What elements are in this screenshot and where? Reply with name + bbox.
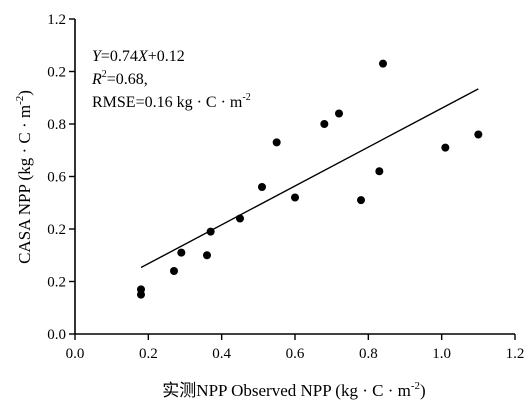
x-tick-label: 1.0 [432, 346, 451, 362]
x-tick-label: 0.8 [359, 346, 378, 362]
x-tick-label: 0.6 [286, 346, 305, 362]
data-point [203, 251, 211, 260]
regression-line [140, 88, 479, 269]
x-axis-ticks: 0.0 0.2 0.4 0.6 0.8 1.0 1.2 [66, 334, 525, 362]
x-axis-title: 实测NPP Observed NPP (kg · C · m-2) [162, 380, 425, 400]
data-point [170, 267, 178, 275]
data-point [379, 59, 387, 68]
y-tick-label: 0.2 [47, 65, 66, 81]
data-point [335, 109, 343, 118]
equation-annotation: Y=0.74X+0.12 [92, 48, 185, 65]
data-point [258, 183, 266, 191]
x-tick-label: 1.2 [506, 346, 525, 362]
data-point [177, 248, 186, 257]
y-tick-label: 1.2 [47, 12, 66, 28]
data-point [357, 196, 365, 205]
x-tick-label: 0.2 [139, 346, 158, 362]
data-point [320, 120, 329, 128]
data-point [441, 143, 450, 152]
data-point [291, 193, 299, 202]
y-axis-ticks: 0.0 0.2 0.2 0.6 0.8 0.2 1.2 [47, 12, 75, 343]
y-tick-label: 0.2 [47, 222, 66, 238]
x-tick-label: 0.0 [66, 346, 85, 362]
x-tick-label: 0.4 [212, 346, 231, 362]
y-axis-title: CASA NPP (kg · C · m-2) [14, 90, 34, 264]
data-point [375, 167, 384, 176]
y-tick-label: 0.6 [47, 170, 66, 186]
regression-line-group [140, 88, 479, 269]
data-point [272, 138, 281, 147]
r-squared-annotation: R2=0.68, [91, 69, 148, 88]
y-tick-label: 0.2 [47, 275, 66, 291]
y-tick-label: 0.8 [47, 117, 66, 133]
rmse-annotation: RMSE=0.16 kg · C · m-2 [92, 92, 251, 111]
data-point [137, 285, 145, 294]
data-point [474, 130, 483, 139]
data-points [137, 59, 483, 299]
y-tick-label: 0.0 [47, 327, 66, 343]
